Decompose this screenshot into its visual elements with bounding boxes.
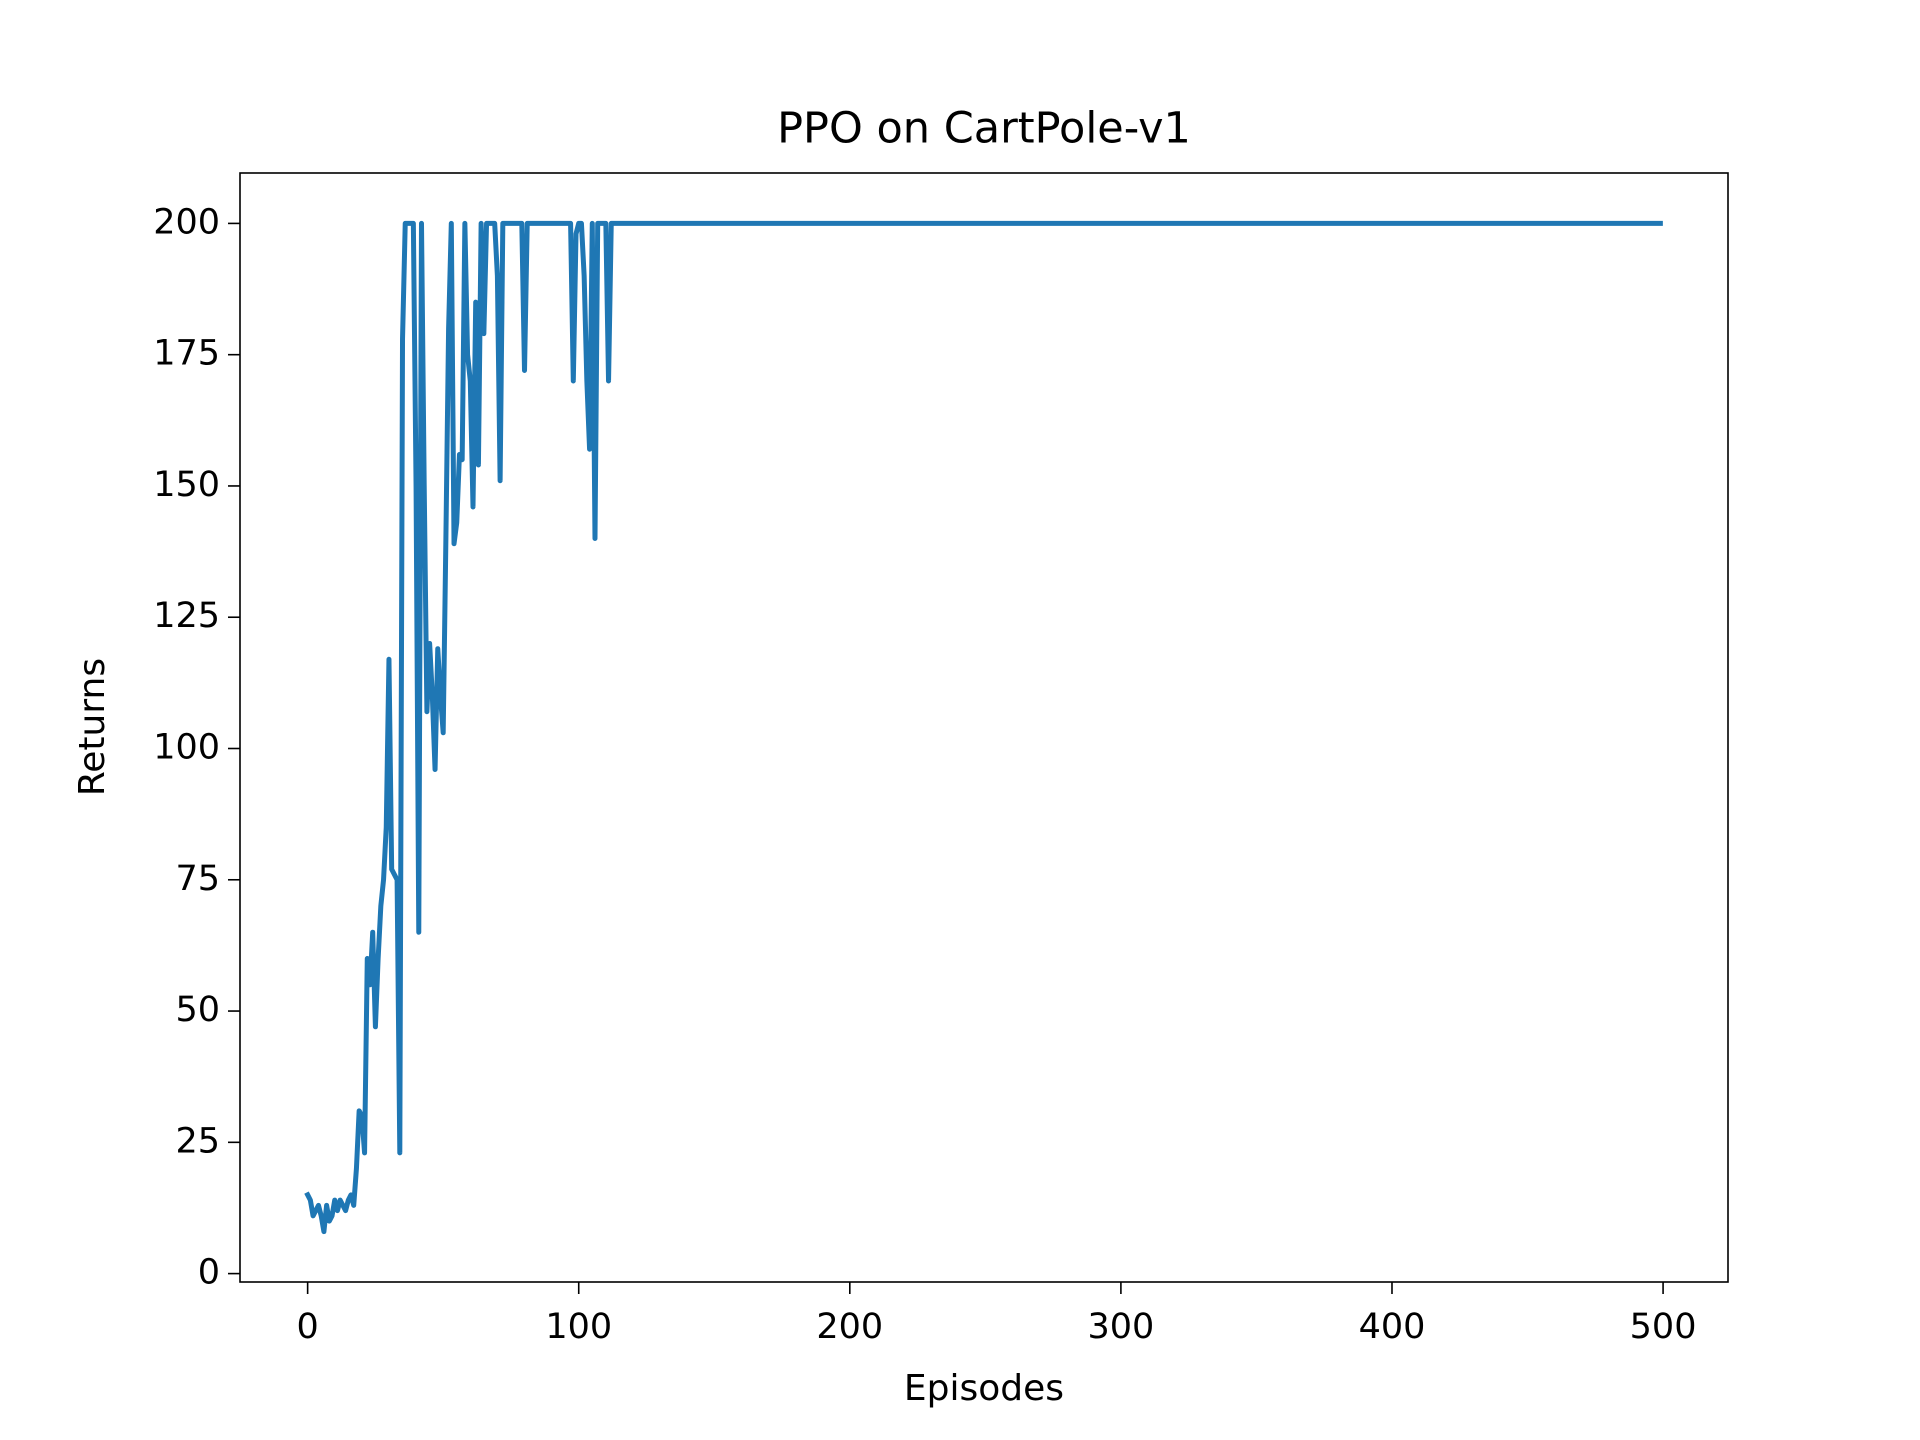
y-axis-label: Returns (72, 658, 113, 796)
y-tick-label: 100 (153, 728, 220, 768)
y-tick-label: 50 (175, 990, 220, 1030)
y-tick-label: 150 (153, 465, 220, 505)
y-tick-label: 75 (175, 859, 220, 899)
x-axis-label: Episodes (904, 1368, 1064, 1409)
x-tick-label: 500 (1630, 1307, 1697, 1347)
y-tick-label: 0 (198, 1253, 220, 1293)
x-tick-label: 400 (1359, 1307, 1426, 1347)
x-tick-label: 200 (816, 1307, 883, 1347)
y-tick-label: 25 (175, 1121, 220, 1161)
x-tick-label: 300 (1087, 1307, 1154, 1347)
data-line (304, 220, 1663, 1235)
y-tick-label: 125 (153, 596, 220, 636)
plot-frame (239, 172, 1729, 1283)
x-tick-label: 100 (545, 1307, 612, 1347)
chart-title: PPO on CartPole-v1 (777, 104, 1191, 154)
y-tick-label: 175 (153, 334, 220, 374)
y-tick-label: 200 (153, 202, 220, 242)
x-tick-label: 0 (296, 1307, 318, 1347)
